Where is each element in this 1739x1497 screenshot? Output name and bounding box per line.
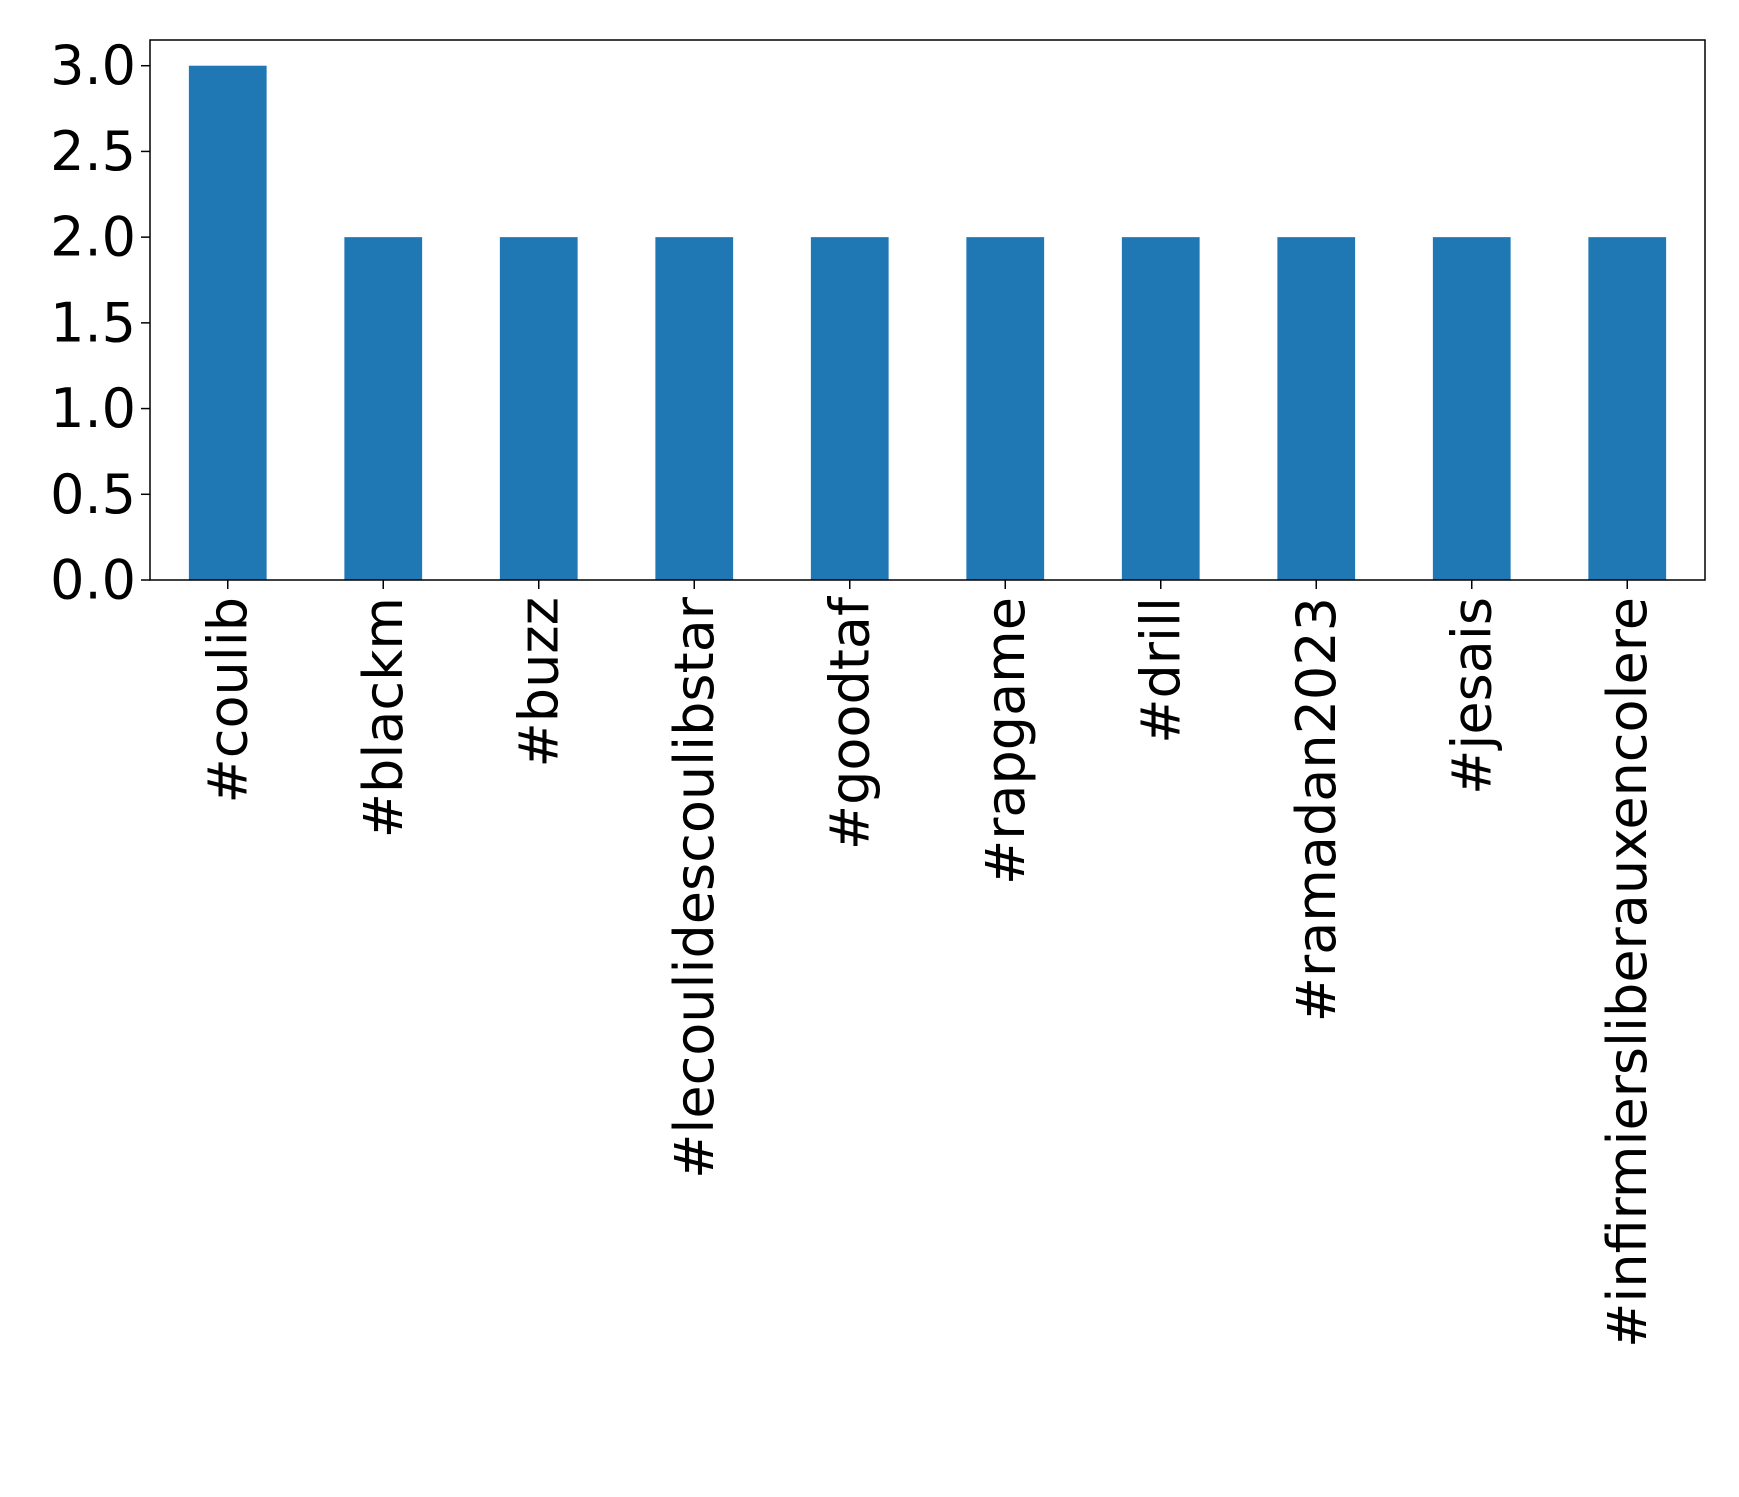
y-tick-label: 2.0: [50, 206, 136, 269]
y-tick-label: 1.0: [50, 377, 136, 440]
bar-8: [1432, 237, 1511, 580]
x-tick-label: #buzz: [507, 597, 570, 767]
y-tick-label: 0.0: [50, 549, 136, 612]
bar-2: [499, 237, 578, 580]
y-tick-label: 1.5: [50, 291, 136, 354]
x-tick-label: #rapgame: [974, 597, 1037, 885]
x-tick-label: #lecoulidescoulibstar: [663, 596, 726, 1179]
bar-5: [966, 237, 1045, 580]
y-tick-label: 0.5: [50, 463, 136, 526]
x-tick-label: #coulib: [196, 597, 259, 803]
x-tick-label: #goodtaf: [818, 595, 881, 850]
x-tick-label: #infirmiersliberauxencolere: [1596, 597, 1659, 1348]
y-tick-label: 2.5: [50, 120, 136, 183]
bar-3: [655, 237, 734, 580]
plot-frame: [149, 39, 1706, 581]
x-tick-label: #ramadan2023: [1285, 597, 1348, 1022]
bars-group: [188, 65, 1667, 580]
bar-9: [1588, 237, 1667, 580]
x-axis: #coulib #blackm #buzz #lecoulidescoulibstar…: [196, 580, 1659, 1348]
x-tick-label: #drill: [1129, 597, 1192, 744]
bar-7: [1277, 237, 1356, 580]
x-tick-label: #blackm: [352, 597, 415, 838]
bar-0: [188, 65, 267, 580]
bar-6: [1121, 237, 1200, 580]
y-tick-label: 3.0: [50, 34, 136, 97]
y-axis: 0.0 0.5 1.0 1.5 2.0 2.5 3.0: [50, 34, 150, 612]
x-tick-label: #jesais: [1440, 597, 1503, 795]
bar-4: [810, 237, 889, 580]
bar-1: [344, 237, 423, 580]
